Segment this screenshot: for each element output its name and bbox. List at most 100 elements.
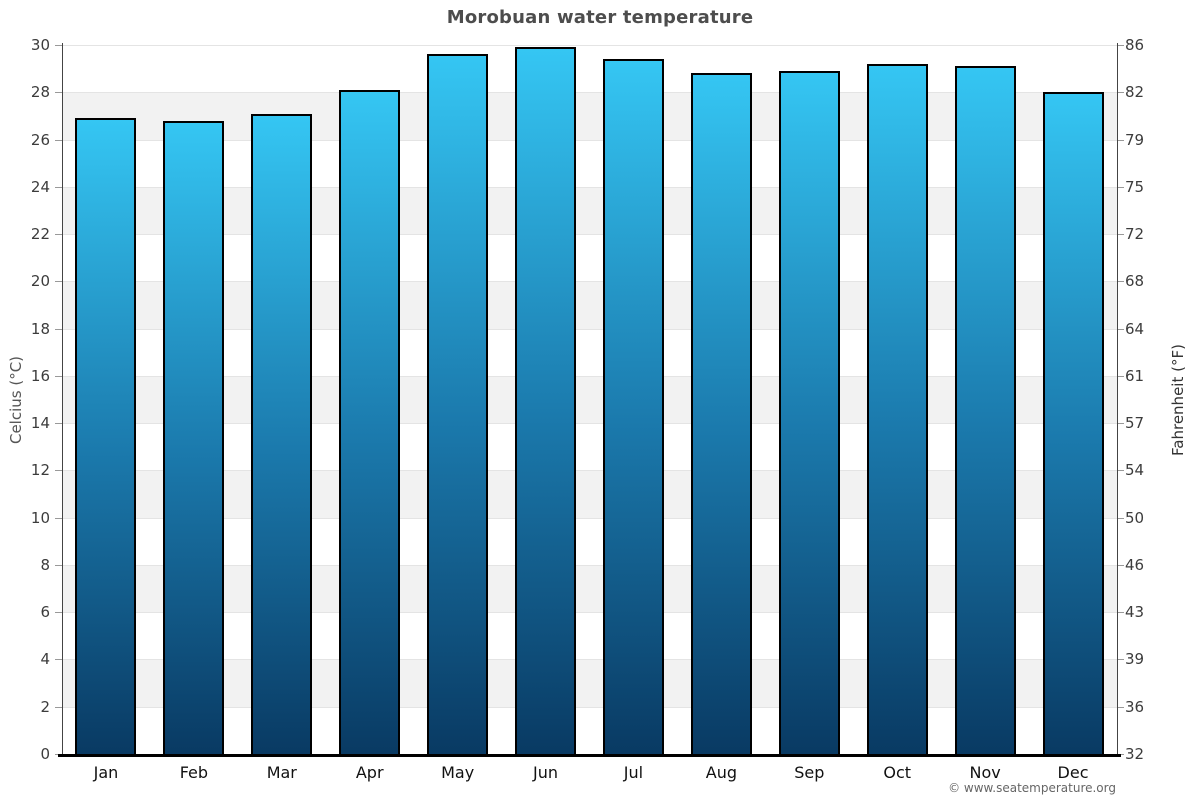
fahrenheit-tickmark <box>1117 565 1124 566</box>
gridline-10 <box>62 518 1117 519</box>
fahrenheit-tick-61: 61 <box>1125 366 1145 385</box>
x-tick-aug: Aug <box>705 763 737 782</box>
bar-feb <box>163 120 225 756</box>
fahrenheit-tick-64: 64 <box>1125 319 1145 338</box>
fahrenheit-tick-36: 36 <box>1125 697 1145 716</box>
celsius-tickmark <box>55 659 62 660</box>
fahrenheit-tick-50: 50 <box>1125 508 1145 527</box>
celsius-tickmark <box>55 423 62 424</box>
x-tick-jul: Jul <box>623 763 644 782</box>
fahrenheit-tick-72: 72 <box>1125 225 1145 244</box>
celsius-tickmark <box>55 565 62 566</box>
fahrenheit-tickmark <box>1117 376 1124 377</box>
fahrenheit-tickmark <box>1117 281 1124 282</box>
fahrenheit-tickmark <box>1117 470 1124 471</box>
grid-band <box>62 186 1117 235</box>
celsius-tickmark <box>55 187 62 188</box>
celsius-tick-12: 12 <box>30 461 50 480</box>
chart-title: Morobuan water temperature <box>446 7 754 28</box>
bar-apr <box>339 89 401 756</box>
fahrenheit-tickmark <box>1117 707 1124 708</box>
bar-nov <box>954 66 1016 756</box>
celsius-tick-26: 26 <box>30 130 50 149</box>
x-tick-mar: Mar <box>266 763 297 782</box>
fahrenheit-axis-label: Fahrenheit (°F) <box>1169 344 1187 456</box>
gridline-26 <box>62 140 1117 141</box>
celsius-tick-4: 4 <box>40 650 50 669</box>
left-axis-line <box>62 43 63 754</box>
celsius-tickmark <box>55 92 62 93</box>
celsius-tick-10: 10 <box>30 508 50 527</box>
gridline-12 <box>62 470 1117 471</box>
gridline-22 <box>62 234 1117 235</box>
grid-band <box>62 470 1117 518</box>
bar-aug <box>690 73 752 756</box>
gridline-24 <box>62 187 1117 188</box>
grid-band <box>62 92 1117 140</box>
grid-band <box>62 281 1117 329</box>
fahrenheit-tick-86: 86 <box>1125 36 1145 54</box>
bar-dec <box>1042 92 1104 756</box>
bar-jun <box>515 47 577 756</box>
fahrenheit-tickmark <box>1117 45 1124 46</box>
gridline-16 <box>62 376 1117 377</box>
bar-sep <box>778 70 840 756</box>
x-tick-dec: Dec <box>1057 763 1089 782</box>
bar-jan <box>75 118 137 756</box>
fahrenheit-tick-75: 75 <box>1125 177 1145 196</box>
gridline-20 <box>62 281 1117 282</box>
x-tick-jun: Jun <box>533 763 559 782</box>
celsius-tick-30: 30 <box>30 36 50 54</box>
fahrenheit-tick-82: 82 <box>1125 83 1145 102</box>
fahrenheit-tick-32: 32 <box>1125 745 1145 763</box>
bar-oct <box>866 63 928 756</box>
celsius-tickmark <box>55 234 62 235</box>
right-axis-line <box>1117 43 1118 754</box>
celsius-tick-18: 18 <box>30 319 50 338</box>
fahrenheit-tickmark <box>1117 140 1124 141</box>
gridline-18 <box>62 329 1117 330</box>
gridline-4 <box>62 659 1117 660</box>
fahrenheit-tickmark <box>1117 187 1124 188</box>
x-tick-apr: Apr <box>355 763 384 782</box>
celsius-tick-6: 6 <box>40 603 50 622</box>
fahrenheit-tickmark <box>1117 518 1124 519</box>
bar-jul <box>602 59 664 756</box>
celsius-tickmark <box>55 140 62 141</box>
x-tick-oct: Oct <box>883 763 912 782</box>
celsius-tick-28: 28 <box>30 83 50 102</box>
bar-may <box>427 54 489 756</box>
celsius-tick-2: 2 <box>40 697 50 716</box>
grid-band <box>62 564 1117 613</box>
x-tick-nov: Nov <box>969 763 1001 782</box>
fahrenheit-tickmark <box>1117 329 1124 330</box>
celsius-tickmark <box>55 376 62 377</box>
fahrenheit-tickmark <box>1117 92 1124 93</box>
celsius-tick-20: 20 <box>30 272 50 291</box>
gridline-2 <box>62 707 1117 708</box>
celsius-tickmark <box>55 707 62 708</box>
grid-band <box>62 659 1117 707</box>
fahrenheit-tickmark <box>1117 612 1124 613</box>
fahrenheit-tick-43: 43 <box>1125 603 1145 622</box>
fahrenheit-tickmark <box>1117 234 1124 235</box>
fahrenheit-tick-54: 54 <box>1125 461 1145 480</box>
celsius-tickmark <box>55 518 62 519</box>
celsius-tick-0: 0 <box>40 745 50 763</box>
bar-mar <box>251 113 313 756</box>
gridline-28 <box>62 92 1117 93</box>
x-tick-may: May <box>441 763 475 782</box>
attribution-link[interactable]: © www.seatemperature.org <box>948 781 1116 795</box>
fahrenheit-tickmark <box>1117 659 1124 660</box>
x-tick-sep: Sep <box>794 763 825 782</box>
gridline-14 <box>62 423 1117 424</box>
x-tick-feb: Feb <box>179 763 209 782</box>
celsius-tick-22: 22 <box>30 225 50 244</box>
gridline-30 <box>62 45 1117 46</box>
celsius-tickmark <box>55 329 62 330</box>
grid-band <box>62 375 1117 424</box>
celsius-tick-14: 14 <box>30 414 50 433</box>
fahrenheit-tick-68: 68 <box>1125 272 1145 291</box>
celsius-tickmark <box>55 470 62 471</box>
